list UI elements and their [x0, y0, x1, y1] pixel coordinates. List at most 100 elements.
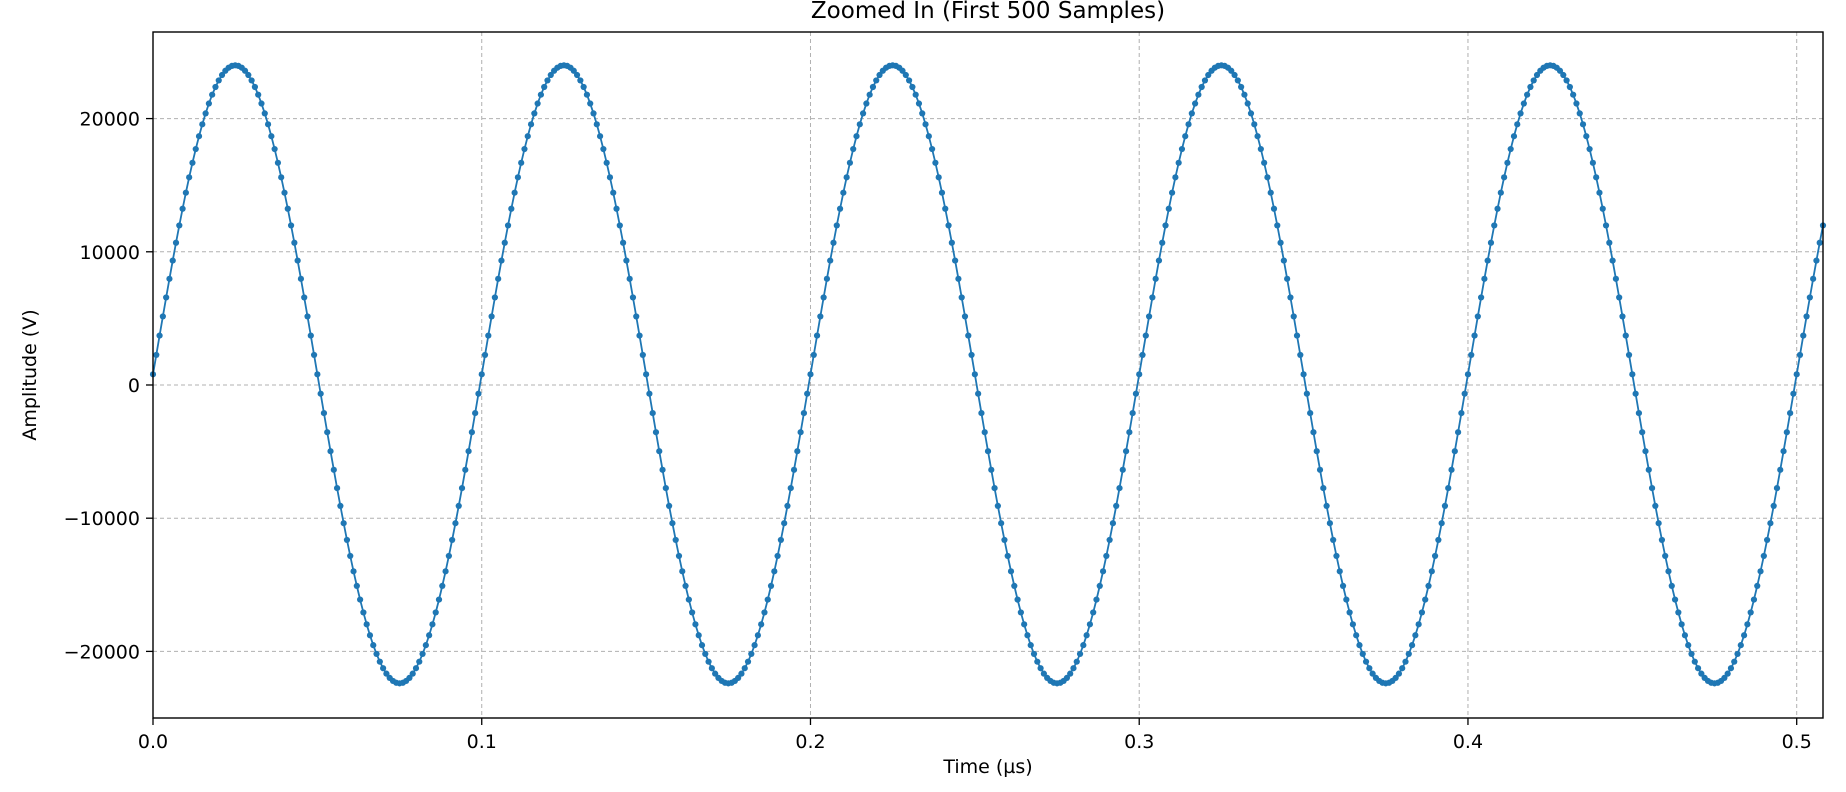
data-point — [1767, 520, 1774, 527]
data-point — [1198, 83, 1205, 91]
data-point — [1625, 351, 1633, 359]
data-point — [1599, 205, 1606, 212]
data-point — [817, 313, 824, 320]
data-point — [1747, 609, 1754, 616]
data-point — [1517, 110, 1524, 117]
data-point — [620, 239, 627, 246]
series-amplitude — [149, 62, 1827, 687]
data-point — [698, 642, 706, 649]
data-point — [1487, 239, 1495, 246]
data-point — [1734, 650, 1741, 658]
data-point — [317, 390, 324, 397]
data-point — [1254, 133, 1261, 140]
data-point — [1806, 294, 1813, 301]
data-point — [347, 552, 354, 560]
data-point — [1343, 596, 1350, 603]
data-point — [511, 189, 518, 196]
data-point — [639, 351, 646, 359]
data-point — [643, 371, 650, 378]
data-point — [629, 294, 637, 301]
data-point — [1694, 665, 1702, 672]
x-tick-label: 0.2 — [795, 731, 825, 753]
data-point — [1168, 189, 1176, 196]
data-point — [1024, 632, 1031, 639]
data-point — [1070, 665, 1077, 672]
data-point — [767, 582, 775, 589]
data-point — [738, 670, 745, 677]
data-point — [163, 294, 170, 301]
data-point — [1668, 582, 1675, 589]
data-point — [1816, 239, 1823, 246]
data-point — [1093, 596, 1100, 603]
data-point — [922, 121, 929, 128]
data-point — [1731, 658, 1738, 665]
data-point — [192, 145, 199, 153]
data-point — [1810, 275, 1817, 282]
data-point — [1228, 67, 1235, 74]
data-point — [481, 351, 489, 359]
data-point — [281, 189, 288, 196]
data-point — [659, 466, 666, 473]
data-point — [1251, 121, 1258, 128]
data-point — [1461, 390, 1468, 397]
plot-frame — [152, 31, 1824, 719]
data-point — [1474, 313, 1481, 320]
data-point — [258, 100, 265, 107]
data-point — [869, 83, 877, 91]
data-point — [1310, 429, 1317, 436]
data-point — [988, 466, 995, 473]
data-point — [666, 502, 673, 510]
data-point — [1362, 658, 1370, 665]
data-point — [610, 189, 617, 196]
data-point — [1783, 429, 1790, 436]
data-point — [1790, 390, 1797, 397]
data-point — [199, 121, 206, 128]
data-point — [439, 582, 446, 589]
data-point — [626, 275, 633, 282]
data-point — [1635, 409, 1643, 417]
data-point — [1346, 609, 1353, 616]
data-point — [1017, 609, 1024, 616]
data-point — [1330, 536, 1337, 544]
data-point — [1126, 429, 1133, 436]
data-point — [1655, 520, 1662, 527]
data-point — [633, 313, 640, 320]
data-point — [278, 174, 285, 181]
data-point — [656, 448, 663, 455]
data-point — [1011, 582, 1018, 589]
data-point — [764, 596, 771, 603]
data-point — [689, 609, 696, 616]
data-point — [284, 205, 291, 212]
data-point — [587, 100, 594, 107]
data-point — [863, 100, 870, 107]
data-point — [685, 596, 692, 603]
data-point — [1165, 205, 1172, 212]
data-point — [790, 466, 798, 473]
data-point — [853, 133, 860, 140]
data-point — [1356, 642, 1363, 649]
data-point — [294, 257, 301, 264]
data-point — [1293, 332, 1301, 339]
data-point — [1326, 520, 1333, 527]
data-point — [1484, 257, 1491, 264]
data-point — [468, 429, 475, 436]
x-tick-label: 0.0 — [138, 731, 168, 753]
data-point — [1445, 485, 1452, 492]
data-point — [1576, 110, 1583, 117]
x-tick-label: 0.5 — [1782, 731, 1812, 753]
data-point — [241, 67, 249, 74]
data-point — [978, 409, 985, 417]
data-point — [1510, 133, 1518, 140]
data-point — [636, 332, 643, 339]
data-point — [1481, 275, 1488, 282]
data-point — [1106, 536, 1113, 544]
data-point — [1757, 568, 1764, 575]
data-point — [340, 520, 347, 527]
data-point — [1675, 609, 1682, 616]
data-point — [1606, 239, 1613, 246]
data-point — [1612, 275, 1619, 282]
data-point — [708, 665, 715, 672]
data-point — [1428, 568, 1435, 575]
data-point — [1441, 502, 1449, 510]
